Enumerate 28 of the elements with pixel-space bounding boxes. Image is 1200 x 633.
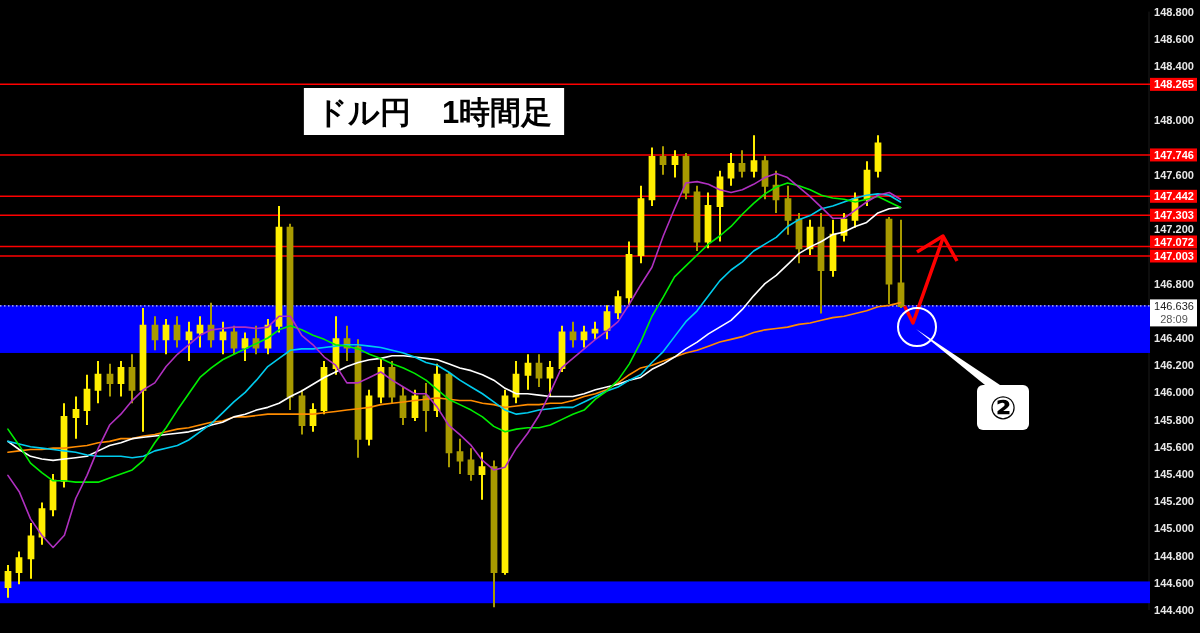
y-tick-label: 148.400 — [1154, 60, 1194, 72]
ref-line-label: 147.303 — [1154, 209, 1194, 222]
y-tick-label: 148.800 — [1154, 5, 1194, 18]
y-tick-label: 146.400 — [1154, 332, 1194, 344]
ref-line-label: 147.746 — [1154, 148, 1194, 161]
ref-line-label: 146.636 — [1154, 299, 1194, 312]
ref-line-label: 147.003 — [1154, 249, 1194, 262]
y-tick-label: 144.600 — [1154, 576, 1194, 589]
ref-line-label: 148.265 — [1154, 78, 1194, 91]
y-tick-label: 145.000 — [1154, 522, 1194, 535]
y-tick-label: 146.800 — [1154, 277, 1194, 290]
y-tick-label: 145.800 — [1154, 413, 1194, 426]
ref-line-label: 147.072 — [1154, 235, 1194, 248]
y-tick-label: 148.600 — [1154, 32, 1194, 45]
y-tick-label: 146.200 — [1154, 359, 1194, 372]
y-tick-label: 147.200 — [1154, 223, 1194, 236]
ref-line-label: 147.442 — [1154, 190, 1194, 203]
title: ドル円 1時間足 — [303, 88, 565, 135]
y-tick-label: 144.400 — [1154, 604, 1194, 616]
y-tick-label: 145.200 — [1154, 495, 1194, 508]
y-tick-label: 145.600 — [1154, 440, 1194, 453]
y-tick-label: 147.600 — [1154, 168, 1194, 181]
y-tick-label: 148.000 — [1154, 114, 1194, 127]
text: 28:09 — [1160, 312, 1188, 325]
y-tick-label: 146.000 — [1154, 386, 1194, 399]
text: ② — [989, 390, 1017, 426]
y-tick-label: 145.400 — [1154, 468, 1194, 480]
y-tick-label: 144.800 — [1154, 549, 1194, 562]
